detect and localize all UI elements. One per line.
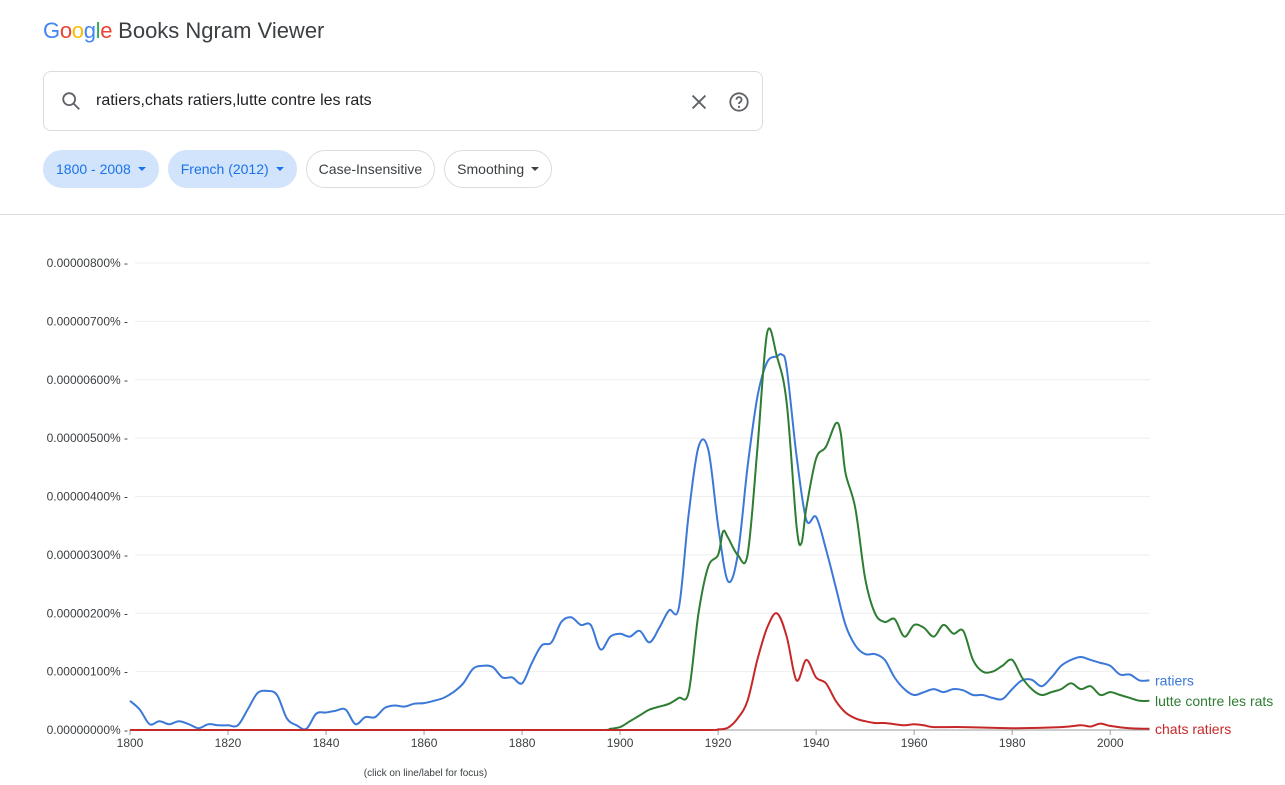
logo-letter: G: [43, 18, 60, 43]
x-tick-label: 1860: [411, 736, 438, 750]
x-tick-label: 1980: [999, 736, 1026, 750]
y-tick-label: 0.00000100% -: [47, 665, 128, 679]
year-range-label: 1800 - 2008: [56, 161, 131, 177]
app-title: Books Ngram Viewer: [118, 18, 325, 43]
smoothing-label: Smoothing: [457, 161, 525, 177]
case-insensitive-toggle[interactable]: Case-Insensitive: [305, 150, 436, 188]
logo-letter: l: [95, 18, 101, 43]
x-tick-label: 1820: [215, 736, 242, 750]
x-tick-label: 1920: [705, 736, 732, 750]
chevron-down-icon: [531, 167, 540, 171]
y-tick-label: 0.00000300% -: [47, 548, 128, 562]
series-line-lutte-contre-les-rats[interactable]: [129, 327, 1150, 732]
chart-caption: (click on line/label for focus): [0, 768, 1285, 779]
x-tick-label: 1960: [901, 736, 928, 750]
logo-letter: o: [71, 18, 84, 43]
year-range-dropdown[interactable]: 1800 - 2008: [43, 150, 159, 188]
chevron-down-icon: [275, 167, 284, 171]
logo-letter: g: [83, 18, 96, 43]
help-icon[interactable]: [728, 91, 750, 113]
caption-text: (click on line/label for focus): [363, 768, 488, 779]
series-label-ratiers[interactable]: ratiers: [1155, 672, 1194, 688]
series-line-ratiers[interactable]: [129, 352, 1150, 731]
x-tick-label: 1880: [509, 736, 536, 750]
divider: [0, 214, 1285, 215]
y-tick-label: 0.00000700% -: [47, 314, 128, 328]
filter-chips: 1800 - 2008 French (2012) Case-Insensiti…: [43, 150, 553, 188]
app-header: Google Books Ngram Viewer: [43, 18, 324, 50]
series-label-lutte-contre-les-rats[interactable]: lutte contre les rats: [1155, 693, 1273, 709]
y-tick-label: 0.00000600% -: [47, 373, 128, 387]
y-tick-label: 0.00000400% -: [47, 490, 128, 504]
search-input[interactable]: [96, 86, 656, 116]
corpus-label: French (2012): [180, 161, 269, 177]
series-label-chats-ratiers[interactable]: chats ratiers: [1155, 721, 1231, 737]
search-box[interactable]: [43, 71, 763, 131]
search-icon: [62, 92, 80, 110]
logo-letter: e: [100, 18, 113, 43]
google-logo[interactable]: Google: [43, 18, 112, 44]
y-tick-label: 0.00000000% -: [47, 723, 128, 737]
x-tick-label: 1940: [803, 736, 830, 750]
close-icon[interactable]: [688, 91, 710, 113]
case-label: Case-Insensitive: [318, 161, 423, 177]
x-tick-label: 1900: [607, 736, 634, 750]
ngram-chart: 0.00000000% - 0.00000100% - 0.00000200% - 0…: [47, 256, 1274, 750]
x-tick-label: 1840: [313, 736, 340, 750]
x-tick-label: 2000: [1097, 736, 1124, 750]
chevron-down-icon: [137, 167, 146, 171]
logo-letter: o: [59, 18, 72, 43]
corpus-dropdown[interactable]: French (2012): [167, 150, 297, 188]
y-tick-label: 0.00000500% -: [47, 431, 128, 445]
y-tick-label: 0.00000800% -: [47, 256, 128, 270]
x-tick-label: 1800: [117, 736, 144, 750]
series-line-chats-ratiers[interactable]: [129, 612, 1150, 732]
smoothing-dropdown[interactable]: Smoothing: [444, 150, 553, 188]
y-tick-label: 0.00000200% -: [47, 606, 128, 620]
